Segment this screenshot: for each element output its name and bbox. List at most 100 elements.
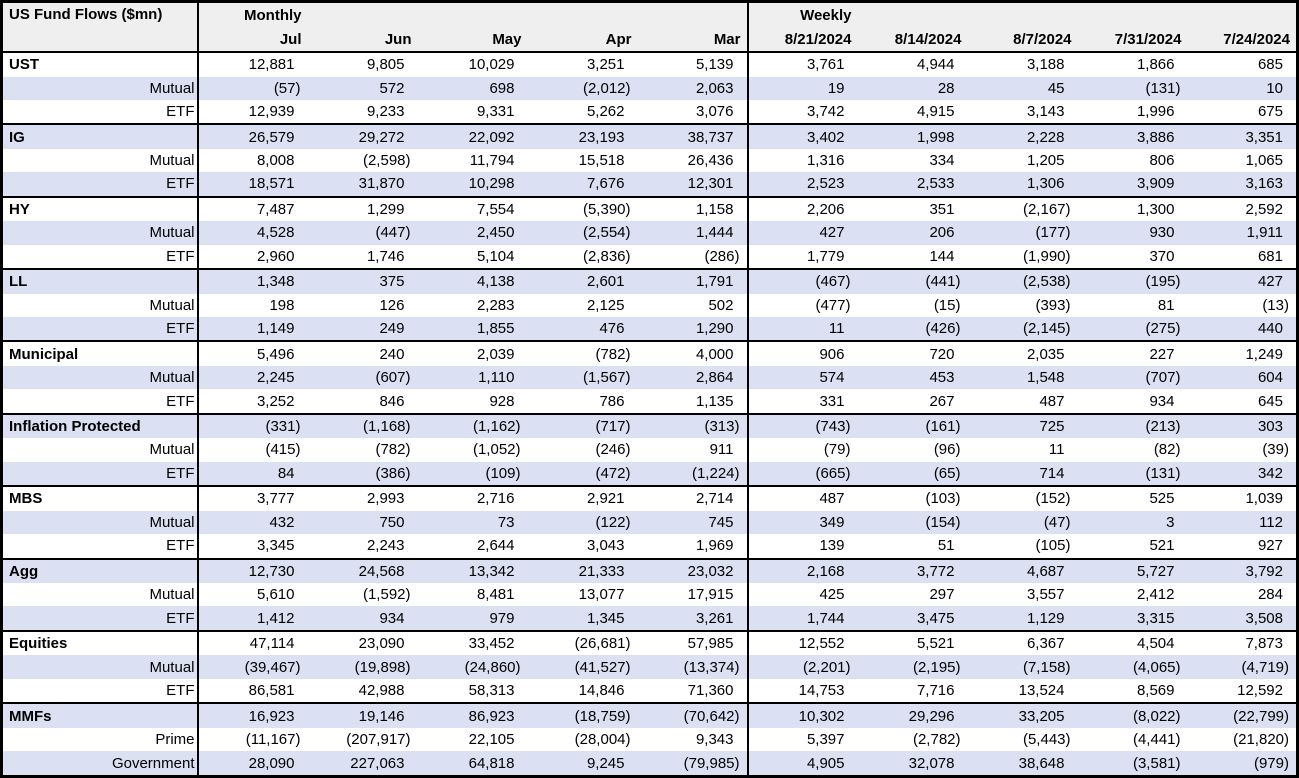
table-row: Mutual 4,528 (447) 2,450 (2,554) 1,444 427 206(…	[1, 221, 1298, 245]
value-cell: 112	[1187, 510, 1298, 534]
value-cell: 23,032	[637, 557, 748, 584]
value-cell: 2,245	[197, 366, 308, 390]
subcategory-label: ETF	[1, 606, 199, 631]
value-cell: 3,886	[1077, 123, 1188, 149]
value-cell: 1,969	[695, 537, 734, 555]
value-cell: 32,078	[857, 751, 968, 777]
subcategory-label: Mutual	[1, 76, 199, 100]
table-row: IG 26,579 29,272 22,092 23,193 38,737 3,402 1,9…	[1, 123, 1298, 149]
category-label: Equities	[1, 629, 199, 656]
value-cell: 84	[197, 461, 308, 487]
value-cell: 2,714	[637, 485, 748, 511]
value-cell: (39,467)	[197, 655, 308, 679]
subcategory-label: ETF	[1, 244, 199, 270]
table-row: Mutual (415) (782) (1,052) (246) 911 (79) (96) 1…	[1, 438, 1298, 462]
value-cell: 521	[1149, 537, 1175, 555]
value-cell: 4,687	[967, 557, 1078, 584]
value-cell: (152)	[967, 485, 1078, 511]
value-cell: (70,642)	[637, 702, 748, 728]
value-cell: 21,333	[527, 557, 638, 584]
value-cell: 934	[1149, 392, 1175, 410]
value-cell: (3,581)	[1077, 751, 1188, 777]
value-cell: 26,436	[687, 152, 734, 170]
value-cell: 351	[857, 195, 968, 222]
table-row: Mutual 432 750 73 (122) 745 349 (154) (47) 3 112	[1, 510, 1298, 534]
value-cell: (96)	[933, 441, 961, 459]
value-cell: 227,063	[307, 751, 418, 777]
value-cell: 425	[746, 583, 858, 607]
value-cell: (131)	[1077, 76, 1188, 100]
subcategory-label: Mutual	[1, 438, 199, 462]
table-row: Agg 12,730 24,568 13,342 21,333 23,032 2,168 3,…	[1, 557, 1298, 584]
value-cell: 14,846	[578, 681, 625, 699]
value-cell: 725	[967, 412, 1078, 439]
value-cell: (415)	[265, 441, 301, 459]
value-cell: 1,911	[1187, 221, 1298, 245]
value-cell: 685	[1187, 51, 1298, 77]
value-cell: 2,592	[1187, 195, 1298, 222]
value-cell: 1,746	[366, 247, 405, 265]
table-row: ETF 1,412 934 979 1,345 3,261 1,744 3,475 1,129 3…	[1, 606, 1298, 631]
value-cell: (979)	[1187, 751, 1298, 777]
value-cell: 1,110	[417, 366, 528, 390]
value-cell: 786	[599, 392, 625, 410]
subcategory-label: Mutual	[1, 655, 199, 679]
value-cell: (1,567)	[527, 366, 638, 390]
value-cell: (13,374)	[637, 655, 748, 679]
column-header: Jul	[197, 27, 308, 53]
table-row: Inflation Protected (331) (1,168) (1,162) (7…	[1, 412, 1298, 439]
subcategory-label: Mutual	[1, 510, 199, 534]
table-row: MMFs 16,923 19,146 86,923 (18,759) (70,642) 10…	[1, 702, 1298, 728]
value-cell: 7,676	[527, 172, 638, 197]
value-cell: 45	[967, 76, 1078, 100]
value-cell: 1,290	[637, 316, 748, 342]
column-header: May	[417, 27, 528, 53]
value-cell: (57)	[197, 76, 308, 100]
category-label: MMFs	[1, 702, 199, 728]
category-label: Municipal	[1, 340, 199, 367]
value-cell: 1,779	[746, 244, 858, 270]
value-cell: 2,228	[967, 123, 1078, 149]
value-cell: 2,063	[637, 76, 748, 100]
column-header: 7/31/2024	[1077, 27, 1188, 53]
subcategory-label: ETF	[1, 389, 199, 414]
section-label-monthly: Monthly	[197, 1, 308, 27]
value-cell: 1,135	[695, 392, 734, 410]
value-cell: 525	[1077, 485, 1188, 511]
value-cell: (2,167)	[967, 195, 1078, 222]
value-cell: 370	[1149, 247, 1175, 265]
value-cell: (11,167)	[245, 730, 301, 748]
value-cell: 64,818	[417, 751, 528, 777]
value-cell: 4,915	[916, 103, 955, 121]
value-cell: 17,915	[687, 586, 734, 604]
value-cell: 3,402	[746, 123, 858, 149]
value-cell: 206	[857, 221, 968, 245]
column-header: 8/21/2024	[746, 27, 858, 53]
value-cell: 4,000	[637, 340, 748, 367]
value-cell: 1,855	[417, 316, 528, 342]
value-cell: 1,345	[527, 606, 638, 631]
subcategory-label: Mutual	[1, 366, 199, 390]
value-cell: 698	[417, 76, 528, 100]
value-cell: (1,162)	[417, 412, 528, 439]
value-cell: 19	[746, 76, 858, 100]
table-row: Mutual (39,467) (19,898) (24,860) (41,527) (1…	[1, 655, 1298, 679]
value-cell: 29,272	[307, 123, 418, 149]
value-cell: 23,090	[307, 629, 418, 656]
value-cell: 284	[1257, 586, 1283, 604]
table-header: US Fund Flows ($mn) Monthly Weekly Jul Ju…	[1, 1, 1298, 53]
table-row: Mutual 5,610 (1,592) 8,481 13,077 17,915 425 29…	[1, 583, 1298, 607]
value-cell: 3,163	[1187, 172, 1298, 197]
value-cell: 2,035	[967, 340, 1078, 367]
category-label: LL	[1, 268, 199, 294]
value-cell: (41,527)	[527, 655, 638, 679]
value-cell: 3,252	[256, 392, 295, 410]
value-cell: 1,444	[637, 221, 748, 245]
value-cell: (1,168)	[307, 412, 418, 439]
value-cell: 28,090	[197, 751, 308, 777]
value-cell: (195)	[1077, 268, 1188, 294]
value-cell: 240	[307, 340, 418, 367]
value-cell: 3,909	[1077, 172, 1188, 197]
value-cell: 9,245	[527, 751, 638, 777]
value-cell: (5,443)	[1022, 730, 1071, 748]
